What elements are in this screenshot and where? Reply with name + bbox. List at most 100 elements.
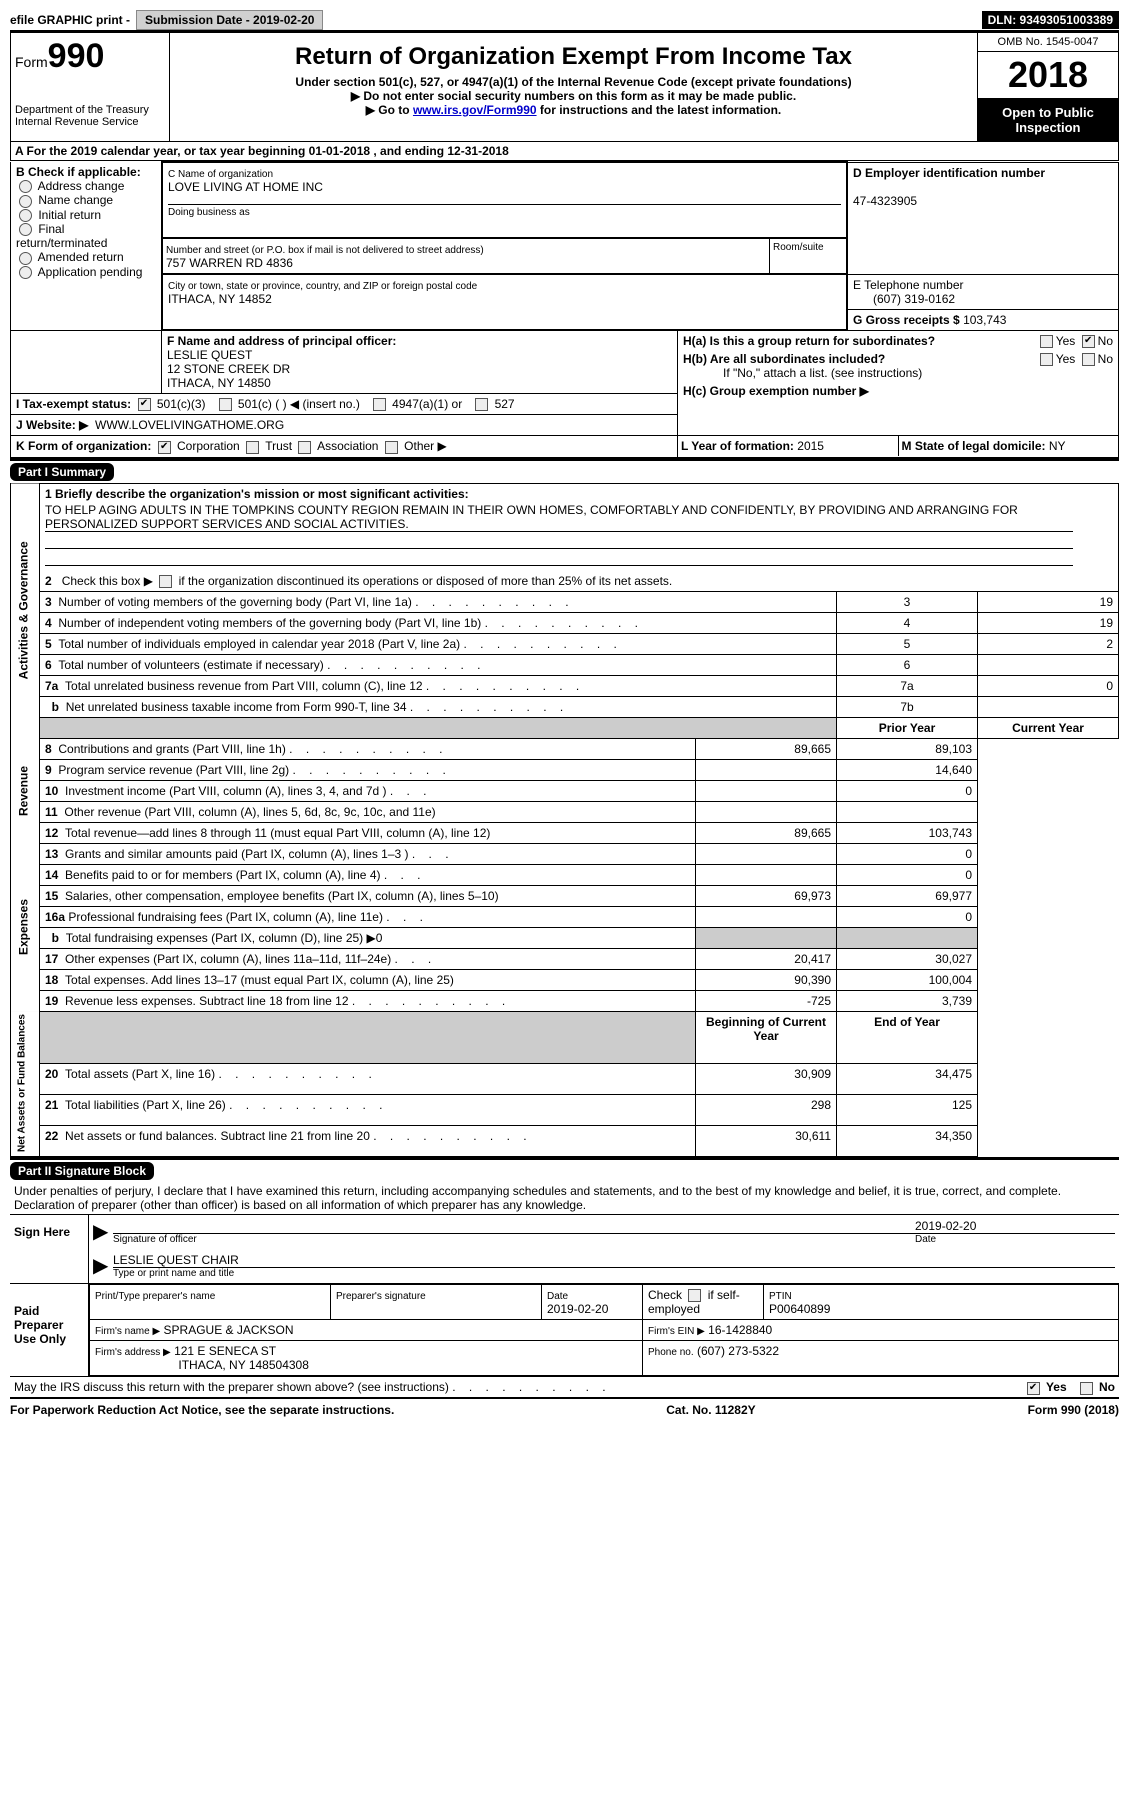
opt-address-change: Address change bbox=[38, 179, 125, 193]
chk-initial[interactable] bbox=[19, 209, 32, 222]
chk-pending[interactable] bbox=[19, 266, 32, 279]
prep-phone: (607) 273-5322 bbox=[697, 1344, 779, 1358]
identity-block: B Check if applicable: Address change Na… bbox=[10, 161, 1119, 331]
line-num: b bbox=[52, 700, 59, 714]
line-text: Net assets or fund balances. Subtract li… bbox=[65, 1129, 527, 1143]
chk-assoc[interactable] bbox=[298, 441, 311, 454]
current-val: 100,004 bbox=[837, 969, 978, 990]
gross-receipts: 103,743 bbox=[963, 313, 1006, 327]
prior-val bbox=[696, 906, 837, 927]
current-val bbox=[837, 801, 978, 822]
chk-other[interactable] bbox=[385, 441, 398, 454]
m-value: NY bbox=[1049, 439, 1066, 453]
page-footer: For Paperwork Reduction Act Notice, see … bbox=[10, 1397, 1119, 1417]
chk-address-change[interactable] bbox=[19, 180, 32, 193]
mission-text: TO HELP AGING ADULTS IN THE TOMPKINS COU… bbox=[45, 503, 1073, 532]
website-value: WWW.LOVELIVINGATHOME.ORG bbox=[95, 418, 284, 432]
line-num: 18 bbox=[45, 973, 58, 987]
line-num: 12 bbox=[45, 826, 58, 840]
prep-name-label: Print/Type preparer's name bbox=[95, 1291, 215, 1302]
chk-4947[interactable] bbox=[373, 398, 386, 411]
fh-block: F Name and address of principal officer:… bbox=[10, 331, 1119, 458]
firm-ein-label: Firm's EIN ▶ bbox=[648, 1326, 705, 1337]
form-note-ssn: ▶ Do not enter social security numbers o… bbox=[176, 89, 971, 103]
omb-number: OMB No. 1545-0047 bbox=[978, 33, 1118, 52]
chk-name-change[interactable] bbox=[19, 195, 32, 208]
eoy-header: End of Year bbox=[837, 1011, 978, 1063]
ha-no[interactable] bbox=[1082, 335, 1095, 348]
part1-title: Part I Summary bbox=[10, 463, 114, 481]
org-name: LOVE LIVING AT HOME INC bbox=[168, 180, 323, 194]
prior-val: 90,390 bbox=[696, 969, 837, 990]
eoy-val: 34,350 bbox=[837, 1125, 978, 1156]
hb-label: H(b) Are all subordinates included? bbox=[683, 352, 885, 366]
chk-final[interactable] bbox=[19, 223, 32, 236]
b-label: B Check if applicable: bbox=[16, 165, 141, 179]
firm-ein: 16-1428840 bbox=[708, 1323, 772, 1337]
line-text: Total expenses. Add lines 13–17 (must eq… bbox=[65, 973, 454, 987]
sig-date-label: Date bbox=[915, 1234, 1115, 1245]
current-val: 14,640 bbox=[837, 759, 978, 780]
part1-table: Activities & Governance 1 Briefly descri… bbox=[10, 483, 1119, 1157]
m-label: M State of legal domicile: bbox=[902, 439, 1046, 453]
form-subtitle: Under section 501(c), 527, or 4947(a)(1)… bbox=[176, 75, 971, 89]
current-val: 0 bbox=[837, 843, 978, 864]
chk-501c3[interactable] bbox=[138, 398, 151, 411]
boy-header: Beginning of Current Year bbox=[696, 1011, 837, 1063]
line-text: Net unrelated business taxable income fr… bbox=[66, 700, 564, 714]
hb-no[interactable] bbox=[1082, 353, 1095, 366]
prior-val: 89,665 bbox=[696, 822, 837, 843]
chk-corp[interactable] bbox=[158, 441, 171, 454]
line-num: 11 bbox=[45, 805, 58, 819]
discuss-yes[interactable] bbox=[1027, 1382, 1040, 1395]
chk-527[interactable] bbox=[475, 398, 488, 411]
goto-post: for instructions and the latest informat… bbox=[537, 103, 782, 117]
irs-link[interactable]: www.irs.gov/Form990 bbox=[413, 103, 537, 117]
self-emp-text: Check if self-employed bbox=[648, 1288, 740, 1316]
open-inspection: Open to Public Inspection bbox=[978, 99, 1118, 141]
discuss-label: May the IRS discuss this return with the… bbox=[14, 1380, 606, 1394]
hc-label: H(c) Group exemption number ▶ bbox=[683, 384, 869, 398]
line-text: Professional fundraising fees (Part IX, … bbox=[68, 910, 423, 924]
ein-value: 47-4323905 bbox=[853, 194, 917, 208]
ptin-value: P00640899 bbox=[769, 1302, 830, 1316]
line-num: 14 bbox=[45, 868, 58, 882]
current-val: 103,743 bbox=[837, 822, 978, 843]
goto-pre: ▶ Go to bbox=[366, 103, 413, 117]
f-label: F Name and address of principal officer: bbox=[167, 334, 396, 348]
tax-year: 2018 bbox=[978, 52, 1118, 99]
line-text: Salaries, other compensation, employee b… bbox=[65, 889, 499, 903]
chk-amended[interactable] bbox=[19, 252, 32, 265]
prep-sig-label: Preparer's signature bbox=[336, 1291, 426, 1302]
chk-self-employed[interactable] bbox=[688, 1289, 701, 1302]
mission-blank2 bbox=[45, 551, 1073, 566]
prior-val: 20,417 bbox=[696, 948, 837, 969]
chk-501c[interactable] bbox=[219, 398, 232, 411]
ha-label: H(a) Is this a group return for subordin… bbox=[683, 334, 935, 348]
vlabel-exp: Expenses bbox=[11, 843, 40, 1011]
opt-corp: Corporation bbox=[177, 439, 240, 453]
room-label: Room/suite bbox=[770, 239, 846, 273]
opt-501c: 501(c) ( ) ◀ (insert no.) bbox=[238, 397, 360, 411]
prior-val bbox=[696, 801, 837, 822]
paid-preparer-label: Paid Preparer Use Only bbox=[10, 1284, 89, 1376]
form-title: Return of Organization Exempt From Incom… bbox=[176, 43, 971, 71]
hb-yes[interactable] bbox=[1040, 353, 1053, 366]
current-val: 69,977 bbox=[837, 885, 978, 906]
opt-assoc: Association bbox=[317, 439, 378, 453]
line-val: 2 bbox=[978, 633, 1119, 654]
chk-trust[interactable] bbox=[246, 441, 259, 454]
perjury-declaration: Under penalties of perjury, I declare th… bbox=[10, 1182, 1119, 1214]
ha-yes[interactable] bbox=[1040, 335, 1053, 348]
officer-name: LESLIE QUEST bbox=[167, 348, 252, 362]
discuss-no[interactable] bbox=[1080, 1382, 1093, 1395]
line-num: 15 bbox=[45, 889, 58, 903]
line-text: Total assets (Part X, line 16) bbox=[65, 1067, 372, 1081]
line-text: Revenue less expenses. Subtract line 18 … bbox=[65, 994, 505, 1008]
line-text: Total fundraising expenses (Part IX, col… bbox=[66, 931, 383, 945]
chk-discontinued[interactable] bbox=[159, 575, 172, 588]
prior-val: 69,973 bbox=[696, 885, 837, 906]
firm-addr1: 121 E SENECA ST bbox=[174, 1344, 276, 1358]
prior-year-header: Prior Year bbox=[837, 717, 978, 738]
line-num: 4 bbox=[45, 616, 52, 630]
